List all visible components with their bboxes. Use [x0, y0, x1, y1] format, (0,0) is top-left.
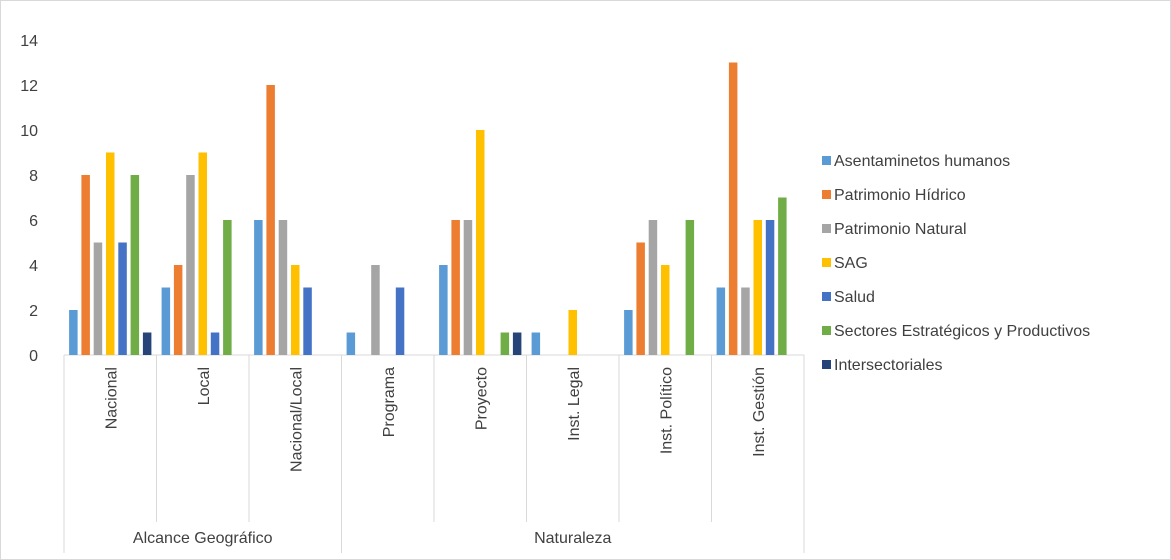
bar: [81, 175, 90, 355]
bar: [186, 175, 195, 355]
y-tick-label: 2: [29, 303, 38, 320]
bar: [303, 287, 312, 355]
group-label: Naturaleza: [534, 530, 611, 547]
bar: [753, 220, 762, 355]
y-tick-label: 12: [20, 78, 38, 95]
bar: [568, 310, 577, 355]
bar: [439, 265, 448, 355]
category-label: Nacional/Local: [288, 367, 305, 472]
bar: [728, 62, 738, 355]
bar: [223, 220, 232, 355]
legend-swatch: [822, 190, 831, 199]
bar: [93, 242, 103, 355]
y-tick-label: 0: [29, 348, 38, 365]
bar: [661, 265, 670, 355]
legend-label: Patrimonio Hídrico: [834, 187, 966, 204]
bar: [395, 287, 405, 355]
legend-swatch: [822, 360, 831, 369]
bar: [685, 220, 695, 355]
bar: [291, 265, 300, 355]
bar: [161, 287, 171, 355]
y-tick-label: 4: [29, 258, 38, 275]
bar-layer: [69, 62, 787, 355]
y-tick-label: 8: [29, 168, 38, 185]
legend-label: Sectores Estratégicos y Productivos: [834, 323, 1090, 340]
bar: [106, 152, 115, 355]
legend-swatch: [822, 292, 831, 301]
bar: [371, 265, 380, 355]
bar: [476, 130, 485, 355]
bar: [210, 332, 220, 355]
legend-label: Patrimonio Natural: [834, 221, 967, 238]
bar: [346, 332, 356, 355]
bar: [741, 287, 750, 355]
bar: [254, 220, 263, 355]
bar: [716, 287, 726, 355]
bar: [624, 310, 633, 355]
bar: [636, 242, 645, 355]
legend-label: Intersectoriales: [834, 357, 943, 374]
category-label: Programa: [381, 367, 398, 437]
legend-swatch: [822, 326, 831, 335]
category-label: Inst. Gestión: [751, 367, 768, 457]
y-tick-label: 6: [29, 213, 38, 230]
bar: [142, 332, 152, 355]
legend-swatch: [822, 224, 831, 233]
bar: [512, 332, 522, 355]
bar: [451, 220, 460, 355]
bar: [463, 220, 473, 355]
bar: [531, 332, 541, 355]
group-label: Alcance Geográfico: [133, 530, 273, 547]
bar: [130, 175, 140, 355]
bar: [69, 310, 78, 355]
legend-swatch: [822, 258, 831, 267]
category-label: Local: [196, 367, 213, 405]
category-label: Inst. Político: [658, 367, 675, 454]
legend-swatch: [822, 156, 831, 165]
legend-label: SAG: [834, 255, 868, 272]
bar: [266, 85, 275, 355]
category-label: Inst. Legal: [566, 367, 583, 441]
bar: [118, 242, 127, 355]
category-label: Proyecto: [473, 367, 490, 430]
bar: [500, 332, 510, 355]
bar: [778, 197, 787, 355]
bar: [173, 265, 183, 355]
bar: [648, 220, 658, 355]
category-label: Nacional: [103, 367, 120, 429]
bar: [278, 220, 288, 355]
bar: [198, 152, 207, 355]
y-tick-label: 10: [20, 123, 38, 140]
legend-label: Salud: [834, 289, 875, 306]
bar: [765, 220, 775, 355]
legend-label: Asentaminetos humanos: [834, 153, 1010, 170]
y-tick-label: 14: [20, 33, 38, 50]
legend-layer: Asentaminetos humanos Patrimonio Hídrico P…: [822, 153, 1090, 374]
